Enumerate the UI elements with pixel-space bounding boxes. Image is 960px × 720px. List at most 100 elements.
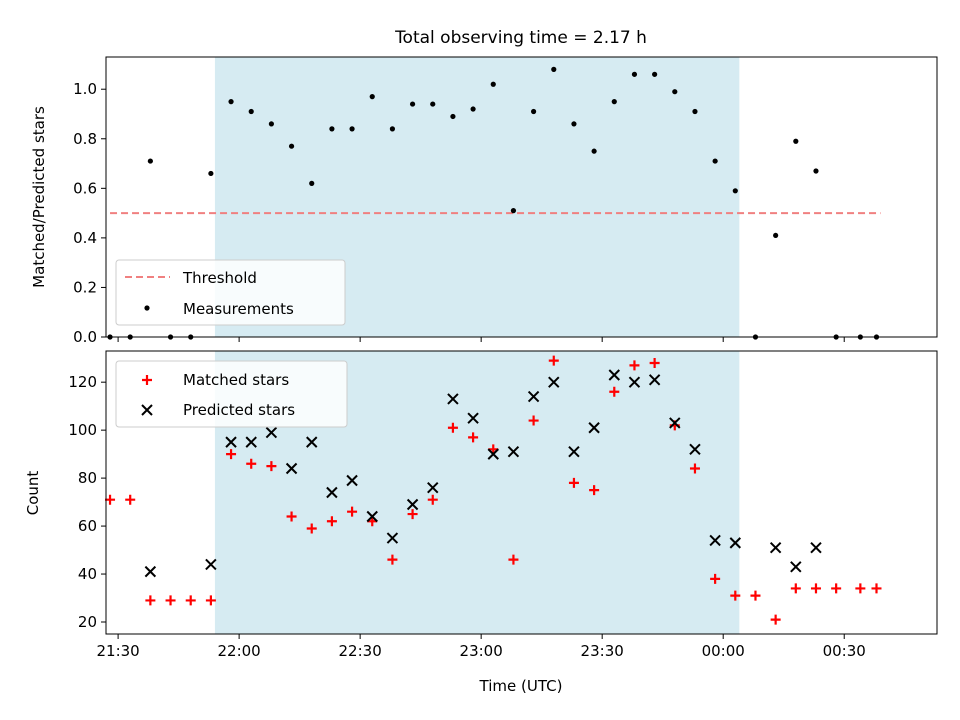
matched-star-point: [770, 614, 781, 625]
matched-star-point: [205, 595, 216, 606]
measurement-point: [470, 106, 476, 112]
x-tick-label: 23:00: [460, 642, 503, 660]
predicted-star-point: [225, 436, 237, 448]
matched-star-point: [347, 506, 358, 517]
predicted-star-point: [265, 426, 278, 439]
measurement-point: [591, 148, 597, 154]
measurement-point: [450, 113, 456, 120]
measurement-point: [813, 168, 819, 174]
matched-star-point: [548, 355, 559, 366]
x-tick-label: 00:00: [702, 642, 745, 660]
measurement-point: [490, 81, 496, 87]
predicted-star-point: [608, 369, 620, 381]
predicted-star-point: [285, 462, 298, 475]
chart-title: Total observing time = 2.17 h: [394, 28, 647, 48]
predicted-star-point: [810, 541, 822, 554]
predicted-star-point: [669, 417, 681, 429]
measurement-point: [672, 89, 678, 95]
predicted-star-point: [205, 558, 217, 571]
measurement-point: [309, 180, 315, 186]
matched-star-point: [367, 516, 378, 527]
x-tick-label: 22:00: [218, 642, 261, 660]
top-y-ticks: 0.0 0.2 0.4 0.6 0.8 1.0: [73, 80, 106, 346]
top-y-axis-label: Matched/Predicted stars: [30, 106, 48, 288]
matched-star-point: [810, 583, 821, 594]
matched-star-point: [589, 485, 600, 496]
predicted-star-point: [447, 393, 459, 405]
measurement-point: [551, 66, 557, 72]
predicted-star-point: [729, 537, 742, 549]
predicted-star-point: [386, 532, 399, 544]
measurement-point: [409, 101, 416, 107]
predicted-star-point: [628, 376, 641, 388]
measurement-point: [147, 158, 153, 164]
measurement-points: [107, 66, 880, 340]
predicted-star-point: [144, 565, 157, 578]
matched-star-point: [568, 477, 579, 488]
y-tick-label: 120: [68, 373, 97, 391]
x-tick-label: 22:30: [339, 642, 382, 660]
bottom-y-ticks: 20 40 60 80 100 120: [68, 373, 106, 631]
y-tick-label: 0.6: [73, 179, 97, 197]
matched-star-point: [286, 511, 297, 522]
predicted-star-point: [245, 436, 257, 448]
matched-star-point: [831, 583, 842, 594]
y-tick-label: 20: [78, 613, 97, 631]
predicted-star-point: [548, 376, 560, 388]
matched-star-point: [185, 595, 196, 606]
measurement-point: [571, 121, 577, 127]
predicted-star-point: [326, 486, 338, 499]
y-tick-label: 0.0: [73, 328, 97, 346]
legend-box: [115, 360, 348, 428]
predicted-star-point: [306, 436, 318, 448]
predicted-star-point: [366, 510, 378, 523]
matched-star-point: [609, 386, 620, 397]
measurement-point: [732, 188, 738, 194]
measurement-point: [692, 108, 698, 115]
legend-measurement-swatch: [144, 305, 150, 311]
matched-star-point: [730, 590, 741, 601]
bottom-panel: 21:30 22:00 22:30 23:00 23:30 00:00 00:30 20 40…: [24, 350, 938, 695]
y-tick-label: 40: [78, 565, 97, 583]
measurement-point: [288, 143, 295, 149]
measurement-point: [389, 126, 396, 132]
y-tick-label: 1.0: [73, 80, 97, 98]
bottom-axes-frame: [105, 350, 938, 635]
measurement-point: [631, 71, 638, 77]
matched-star-point: [165, 595, 176, 606]
matched-star-point: [125, 494, 136, 505]
y-tick-label: 0.2: [73, 278, 97, 296]
y-tick-label: 0.8: [73, 130, 97, 148]
matched-star-point: [508, 554, 519, 565]
y-tick-label: 60: [78, 517, 97, 535]
measurement-point: [268, 121, 274, 127]
top-legend: Threshold Measurements: [115, 259, 346, 326]
matched-star-point: [689, 463, 700, 474]
measurement-point: [793, 138, 799, 144]
predicted-star-point: [427, 481, 439, 494]
matched-star-point: [246, 458, 257, 469]
predicted-star-point: [709, 534, 721, 547]
predicted-star-point: [689, 443, 701, 456]
bottom-legend: Matched stars Predicted stars: [115, 360, 348, 428]
measurement-point: [510, 208, 517, 214]
legend-predicted-label: Predicted stars: [183, 401, 295, 419]
predicted-star-point: [467, 412, 479, 424]
matched-star-point: [226, 449, 237, 460]
measurement-point: [349, 126, 355, 132]
predicted-star-point: [346, 474, 358, 487]
top-x-ticks: [117, 337, 845, 342]
count-points: [105, 355, 882, 625]
matched-star-point: [427, 494, 438, 505]
measurement-point: [773, 232, 779, 239]
matched-star-point: [468, 432, 479, 443]
predicted-star-point: [568, 446, 580, 458]
y-tick-label: 0.4: [73, 229, 97, 247]
predicted-star-point: [487, 448, 499, 460]
predicted-star-point: [648, 374, 661, 386]
legend-predicted-swatch: [141, 404, 153, 416]
matched-star-point: [871, 583, 882, 594]
measurement-point: [228, 99, 234, 105]
matched-star-point: [750, 590, 761, 601]
